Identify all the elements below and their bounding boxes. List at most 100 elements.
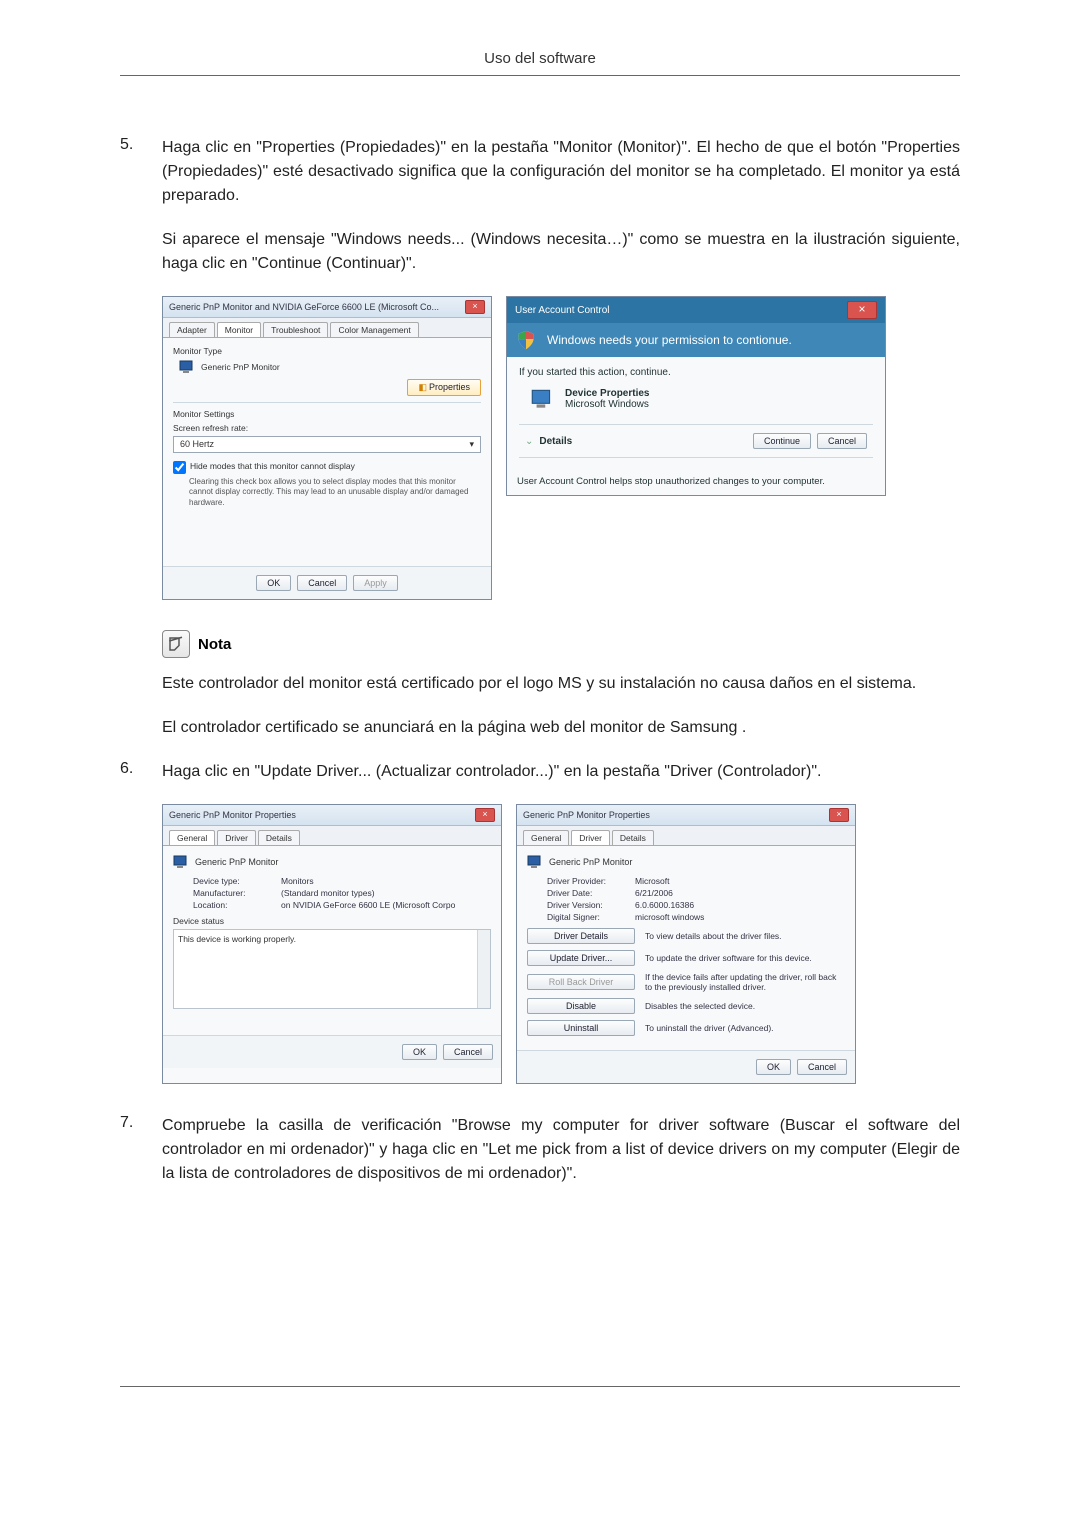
tab-details[interactable]: Details xyxy=(258,830,300,845)
roll-back-driver-desc: If the device fails after updating the d… xyxy=(645,972,845,992)
roll-back-driver-button[interactable]: Roll Back Driver xyxy=(527,974,635,990)
dialog-title: Generic PnP Monitor Properties xyxy=(169,810,296,820)
uac-dialog: User Account Control × Windows needs you… xyxy=(506,296,886,496)
uac-details-toggle[interactable]: Details xyxy=(539,436,572,447)
page-header: Uso del software xyxy=(120,50,960,76)
uac-device-properties: Device Properties xyxy=(565,388,650,399)
disable-button[interactable]: Disable xyxy=(527,998,635,1014)
update-driver-button[interactable]: Update Driver... xyxy=(527,950,635,966)
monitor-settings-head: Monitor Settings xyxy=(173,409,481,419)
kv-key: Driver Provider: xyxy=(547,876,627,886)
monitor-icon xyxy=(527,854,543,870)
note-label: Nota xyxy=(198,636,231,653)
tab-details[interactable]: Details xyxy=(612,830,654,845)
device-icon xyxy=(529,386,555,412)
scrollbar[interactable] xyxy=(477,930,490,1008)
step-number: 5. xyxy=(120,136,162,208)
kv-val: microsoft windows xyxy=(635,912,704,922)
step-6: 6. Haga clic en "Update Driver... (Actua… xyxy=(120,760,960,784)
tab-adapter[interactable]: Adapter xyxy=(169,322,215,337)
step-number: 6. xyxy=(120,760,162,784)
disable-desc: Disables the selected device. xyxy=(645,1001,845,1011)
note-para-2: El controlador certificado se anunciará … xyxy=(162,716,960,740)
step-5: 5. Haga clic en "Properties (Propiedades… xyxy=(120,136,960,208)
tab-general[interactable]: General xyxy=(523,830,569,845)
monitor-name: Generic PnP Monitor xyxy=(201,362,280,372)
step-number: 7. xyxy=(120,1114,162,1186)
update-driver-desc: To update the driver software for this d… xyxy=(645,953,845,963)
uninstall-desc: To uninstall the driver (Advanced). xyxy=(645,1023,845,1033)
ok-button[interactable]: OK xyxy=(756,1059,791,1075)
tab-general[interactable]: General xyxy=(169,830,215,845)
uac-title-text: User Account Control xyxy=(515,305,610,316)
close-icon[interactable]: × xyxy=(475,808,495,822)
tab-monitor[interactable]: Monitor xyxy=(217,322,261,337)
refresh-rate-select[interactable]: 60 Hertz ▾ xyxy=(173,436,481,453)
dialog-title: Generic PnP Monitor Properties xyxy=(523,810,650,820)
properties-button[interactable]: ◧Properties xyxy=(407,379,481,396)
kv-val: (Standard monitor types) xyxy=(281,888,375,898)
close-icon[interactable]: × xyxy=(829,808,849,822)
continue-button[interactable]: Continue xyxy=(753,433,811,449)
dialog-tabs: General Driver Details xyxy=(163,826,501,846)
dialog-tabs: Adapter Monitor Troubleshoot Color Manag… xyxy=(163,318,491,338)
note-icon xyxy=(162,630,190,658)
uac-banner-text: Windows needs your permission to contion… xyxy=(547,333,792,347)
kv-key: Device type: xyxy=(193,876,273,886)
cancel-button[interactable]: Cancel xyxy=(817,433,867,449)
monitor-properties-dialog: Generic PnP Monitor and NVIDIA GeForce 6… xyxy=(162,296,492,600)
uac-banner: Windows needs your permission to contion… xyxy=(507,323,885,357)
dialog-titlebar: Generic PnP Monitor and NVIDIA GeForce 6… xyxy=(163,297,491,318)
monitor-type-label: Monitor Type xyxy=(173,346,481,356)
step-5-para2: Si aparece el mensaje "Windows needs... … xyxy=(162,228,960,276)
driver-details-desc: To view details about the driver files. xyxy=(645,931,845,941)
tab-driver[interactable]: Driver xyxy=(571,830,610,845)
cancel-button[interactable]: Cancel xyxy=(297,575,347,591)
close-icon[interactable]: × xyxy=(465,300,485,314)
kv-key: Digital Signer: xyxy=(547,912,627,922)
screenshot-row-1: Generic PnP Monitor and NVIDIA GeForce 6… xyxy=(162,296,960,600)
refresh-rate-label: Screen refresh rate: xyxy=(173,423,481,433)
hide-modes-description: Clearing this check box allows you to se… xyxy=(189,477,481,508)
device-status-head: Device status xyxy=(173,916,491,926)
device-status-text: This device is working properly. xyxy=(178,934,296,944)
screenshot-row-2: Generic PnP Monitor Properties × General… xyxy=(162,804,960,1084)
kv-key: Location: xyxy=(193,900,273,910)
monitor-icon xyxy=(179,359,195,375)
apply-button[interactable]: Apply xyxy=(353,575,398,591)
tab-troubleshoot[interactable]: Troubleshoot xyxy=(263,322,328,337)
device-name: Generic PnP Monitor xyxy=(195,857,278,867)
monitor-icon xyxy=(173,854,189,870)
footer-rule xyxy=(120,1386,960,1387)
step-text: Haga clic en "Properties (Propiedades)" … xyxy=(162,136,960,208)
kv-val: Monitors xyxy=(281,876,314,886)
close-icon[interactable]: × xyxy=(847,301,877,319)
kv-val: 6/21/2006 xyxy=(635,888,673,898)
kv-val: on NVIDIA GeForce 6600 LE (Microsoft Cor… xyxy=(281,900,455,910)
shield-icon xyxy=(515,329,537,351)
cancel-button[interactable]: Cancel xyxy=(443,1044,493,1060)
monitor-props-general-dialog: Generic PnP Monitor Properties × General… xyxy=(162,804,502,1084)
uac-titlebar: User Account Control × xyxy=(507,297,885,323)
step-text: Compruebe la casilla de verificación "Br… xyxy=(162,1114,960,1186)
uac-footer-text: User Account Control helps stop unauthor… xyxy=(507,468,885,495)
kv-val: Microsoft xyxy=(635,876,669,886)
cancel-button[interactable]: Cancel xyxy=(797,1059,847,1075)
kv-key: Driver Version: xyxy=(547,900,627,910)
dialog-titlebar: Generic PnP Monitor Properties × xyxy=(517,805,855,826)
kv-val: 6.0.6000.16386 xyxy=(635,900,694,910)
dialog-title: Generic PnP Monitor and NVIDIA GeForce 6… xyxy=(169,302,439,312)
hide-modes-checkbox[interactable] xyxy=(173,461,186,474)
dialog-tabs: General Driver Details xyxy=(517,826,855,846)
ok-button[interactable]: OK xyxy=(256,575,291,591)
driver-details-button[interactable]: Driver Details xyxy=(527,928,635,944)
shield-icon: ◧ xyxy=(418,382,427,392)
tab-driver[interactable]: Driver xyxy=(217,830,256,845)
uac-ms-windows: Microsoft Windows xyxy=(565,399,650,410)
step-7: 7. Compruebe la casilla de verificación … xyxy=(120,1114,960,1186)
ok-button[interactable]: OK xyxy=(402,1044,437,1060)
kv-key: Manufacturer: xyxy=(193,888,273,898)
tab-color-management[interactable]: Color Management xyxy=(330,322,418,337)
uninstall-button[interactable]: Uninstall xyxy=(527,1020,635,1036)
device-name: Generic PnP Monitor xyxy=(549,857,632,867)
